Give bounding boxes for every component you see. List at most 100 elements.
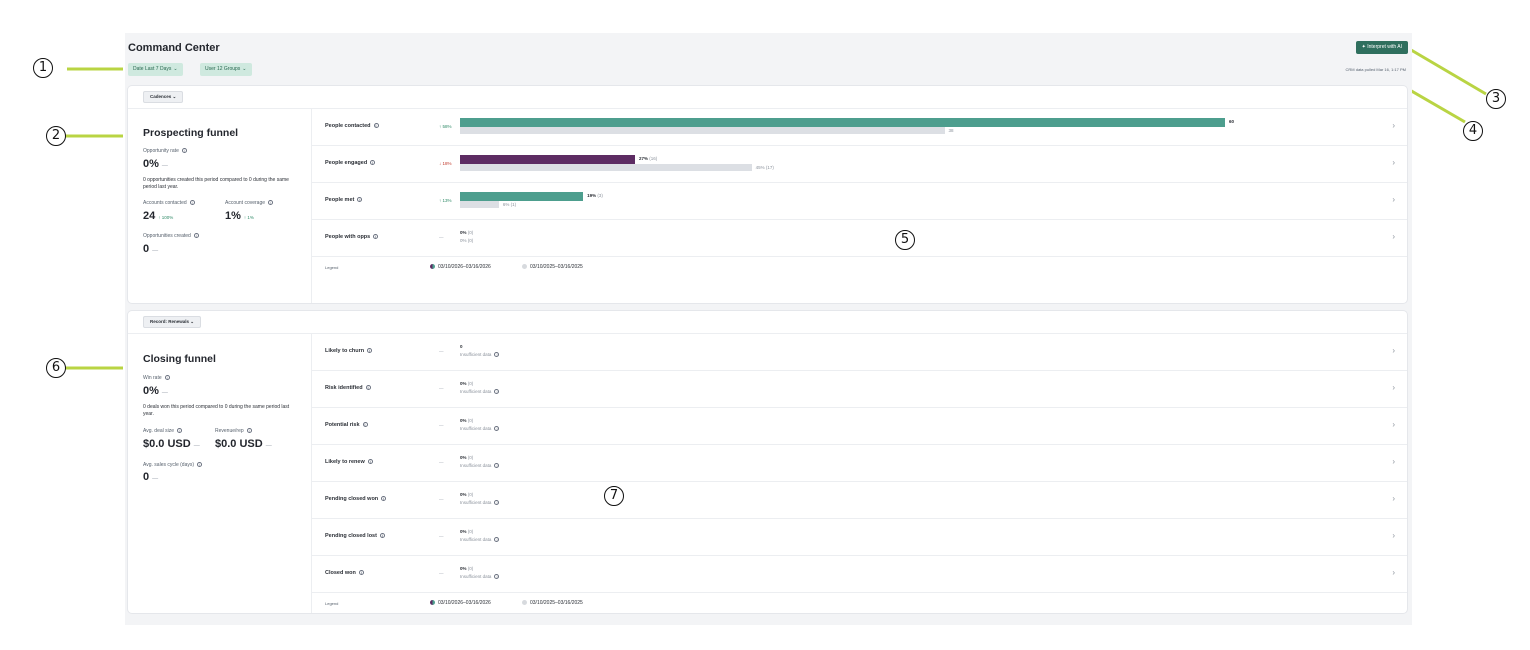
chevron-right-icon[interactable]: › [1392, 568, 1395, 577]
funnel-row-people-met[interactable]: People met i ↑ 13% 19% (3) 6% (1) › [312, 183, 1407, 220]
funnel-row-closing[interactable]: Potential risk i — 0% (0) Insufficient data i… [312, 408, 1407, 445]
legend-dot-current-icon [430, 264, 435, 270]
callout-5: 5 [895, 230, 915, 250]
chevron-right-icon[interactable]: › [1392, 531, 1395, 540]
info-icon[interactable]: i [357, 197, 363, 203]
funnel-row-people-contacted[interactable]: People contacted i ↑ 58% 60 38 › [312, 109, 1407, 146]
info-icon[interactable]: i [367, 459, 373, 465]
row-label: Potential risk i [325, 422, 368, 428]
row-previous-value: 0% (0) [460, 238, 474, 243]
callout-3-line [1405, 45, 1487, 96]
prospecting-legend: Legend 03/10/2026–03/16/2026 03/10/2025–… [312, 257, 1407, 279]
bar-people-contacted-previous [460, 127, 945, 134]
cadences-dropdown[interactable]: Cadences ⌄ [143, 91, 184, 103]
opportunity-rate-value: 0% — [143, 158, 168, 170]
callout-7: 7 [604, 486, 624, 506]
funnel-row-closing[interactable]: Pending closed lost i — 0% (0) Insufficient … [312, 519, 1407, 556]
funnel-row-closing[interactable]: Closed won i — 0% (0) Insufficient data i › [312, 556, 1407, 593]
info-icon[interactable]: i [197, 462, 203, 468]
row-delta: — [439, 386, 444, 391]
row-delta: — [439, 423, 444, 428]
bar-label-current: 19% (3) [587, 193, 603, 198]
date-filter-chip[interactable]: Date Last 7 Days ⌄ [128, 63, 183, 76]
bar-label-previous: 38 [948, 128, 954, 133]
insufficient-data-note: Insufficient data i [460, 463, 500, 469]
chevron-right-icon[interactable]: › [1392, 121, 1395, 130]
row-label: Likely to churn i [325, 348, 373, 354]
revenue-per-rep-value: $0.0 USD — [215, 438, 272, 450]
closing-funnel-title: Closing funnel [143, 353, 216, 365]
chevron-right-icon[interactable]: › [1392, 232, 1395, 241]
chevron-right-icon[interactable]: › [1392, 494, 1395, 503]
funnel-row-closing[interactable]: Risk identified i — 0% (0) Insufficient data… [312, 371, 1407, 408]
info-icon[interactable]: i [494, 463, 500, 469]
account-coverage-value: 1% ↑ 1% [225, 210, 254, 222]
info-icon[interactable]: i [381, 496, 387, 502]
chevron-right-icon[interactable]: › [1392, 195, 1395, 204]
info-icon[interactable]: i [494, 352, 500, 358]
funnel-row-people-with-opps[interactable]: People with opps i — 0% (0) 0% (0) › [312, 220, 1407, 257]
funnel-row-closing[interactable]: Likely to renew i — 0% (0) Insufficient data… [312, 445, 1407, 482]
callout-3: 3 [1486, 89, 1506, 109]
info-icon[interactable]: i [373, 123, 379, 129]
funnel-row-closing[interactable]: Pending closed won i — 0% (0) Insufficient d… [312, 482, 1407, 519]
info-icon[interactable]: i [365, 385, 371, 391]
funnel-row-people-engaged[interactable]: People engaged i ↓ 18% 27% (16) 45% (17) … [312, 146, 1407, 183]
callout-1: 1 [33, 58, 53, 78]
info-icon[interactable]: i [494, 500, 500, 506]
row-delta: — [439, 534, 444, 539]
user-filter-chip[interactable]: User 12 Groups ⌄ [200, 63, 252, 76]
interpret-with-ai-button[interactable]: ✦ Interpret with AI [1355, 41, 1408, 54]
chevron-right-icon[interactable]: › [1392, 420, 1395, 429]
info-icon[interactable]: i [494, 389, 500, 395]
row-delta: — [439, 460, 444, 465]
row-label: Pending closed won i [325, 496, 387, 502]
info-icon[interactable]: i [379, 533, 385, 539]
funnel-row-closing[interactable]: Likely to churn i — 0 Insufficient data i › [312, 334, 1407, 371]
row-value: 0% (0) [460, 418, 474, 423]
info-icon[interactable]: i [246, 428, 252, 434]
bar-people-met-previous [460, 201, 499, 208]
bar-label-current: 60 [1229, 119, 1235, 124]
chevron-down-icon: ⌄ [242, 66, 247, 72]
info-icon[interactable]: i [494, 574, 500, 580]
info-icon[interactable]: i [362, 422, 368, 428]
bar-people-engaged-current [460, 155, 635, 164]
info-icon[interactable]: i [370, 160, 376, 166]
accounts-contacted-value: 24 ↑ 100% [143, 210, 174, 222]
info-icon[interactable]: i [373, 234, 379, 240]
chevron-right-icon[interactable]: › [1392, 383, 1395, 392]
info-icon[interactable]: i [268, 200, 274, 206]
row-label: Closed won i [325, 570, 364, 576]
command-center-app: Command Center Date Last 7 Days ⌄ User 12… [125, 33, 1412, 625]
info-icon[interactable]: i [164, 375, 170, 381]
info-icon[interactable]: i [189, 200, 195, 206]
info-icon[interactable]: i [367, 348, 373, 354]
chevron-right-icon[interactable]: › [1392, 158, 1395, 167]
legend-dot-previous-icon [522, 264, 527, 270]
info-icon[interactable]: i [181, 148, 187, 154]
page-title: Command Center [128, 42, 220, 54]
legend-dot-previous-icon [522, 600, 527, 606]
info-icon[interactable]: i [494, 537, 500, 543]
prospecting-funnel-card: Cadences ⌄ Prospecting funnel Opportunit… [128, 86, 1407, 303]
row-value: 0% (0) [460, 492, 474, 497]
chevron-right-icon[interactable]: › [1392, 346, 1395, 355]
info-icon[interactable]: i [494, 426, 500, 432]
row-value: 0% (0) [460, 566, 474, 571]
closing-funnel-card: Record: Renewals ⌄ Closing funnel Win ra… [128, 311, 1407, 613]
legend-label: Legend [325, 601, 339, 606]
row-delta: ↑ 13% [439, 198, 452, 203]
opportunity-rate-label: Opportunity rate i [143, 148, 187, 154]
info-icon[interactable]: i [177, 428, 183, 434]
avg-sales-cycle-value: 0— [143, 471, 159, 483]
row-delta: ↑ 58% [439, 124, 452, 129]
row-label: People contacted i [325, 123, 379, 129]
bar-people-engaged-previous [460, 164, 752, 171]
prospecting-card-header: Cadences ⌄ [128, 86, 1407, 109]
record-renewals-dropdown[interactable]: Record: Renewals ⌄ [143, 316, 202, 328]
info-icon[interactable]: i [193, 233, 199, 239]
opportunities-created-label: Opportunities created i [143, 233, 199, 239]
chevron-right-icon[interactable]: › [1392, 457, 1395, 466]
info-icon[interactable]: i [358, 570, 364, 576]
